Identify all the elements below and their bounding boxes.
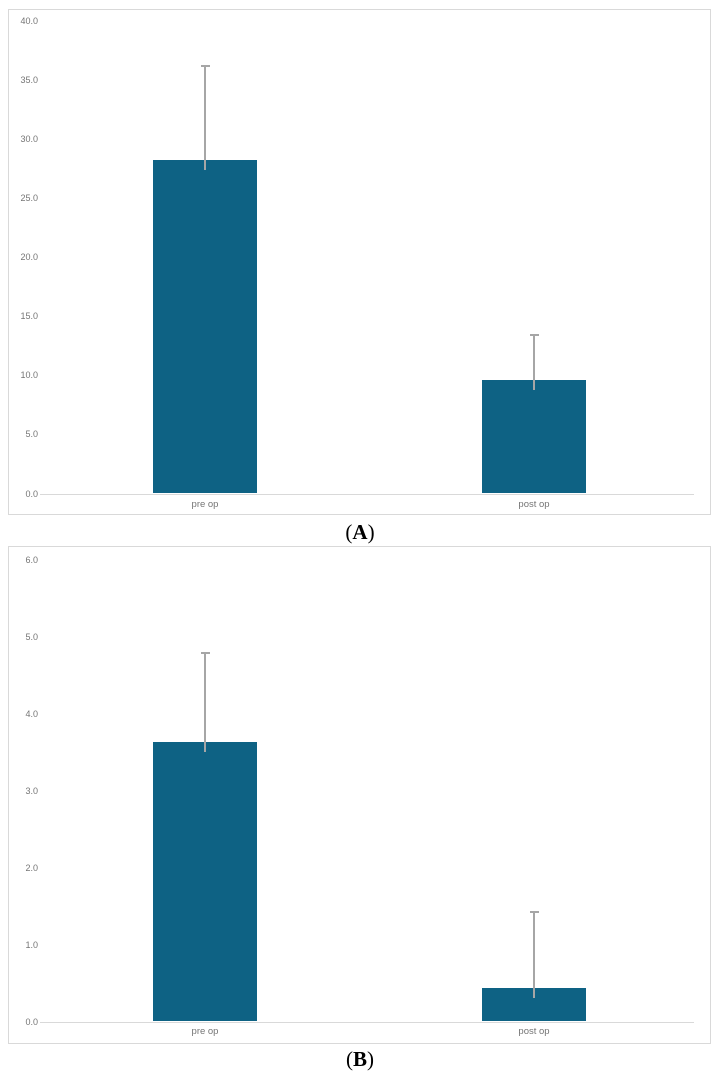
y-axis-tick-label: 3.0 bbox=[25, 785, 38, 796]
bar-pre-op bbox=[153, 742, 257, 1022]
x-axis-category-label-pre-op: pre op bbox=[191, 499, 219, 510]
y-axis-tick-label: 25.0 bbox=[20, 193, 38, 204]
y-axis-tick-label: 15.0 bbox=[20, 311, 38, 322]
caption-a-close-paren: ) bbox=[367, 520, 375, 544]
caption-a-letter: A bbox=[352, 520, 368, 544]
error-bar-post-op bbox=[533, 334, 535, 391]
chart-b-panel: 0.0 1.0 2.0 3.0 4.0 5.0 6.0 pre op post op bbox=[8, 546, 711, 1044]
error-bar-pre-op bbox=[204, 652, 206, 753]
figure-a-caption: (A) bbox=[0, 519, 720, 545]
y-axis-tick-label: 30.0 bbox=[20, 134, 38, 145]
bar-pre-op bbox=[153, 160, 257, 494]
y-axis-tick-label: 5.0 bbox=[25, 631, 38, 642]
caption-b-open-paren: ( bbox=[345, 1047, 353, 1071]
caption-a-open-paren: ( bbox=[345, 520, 353, 544]
y-axis-tick-label: 35.0 bbox=[20, 75, 38, 86]
x-axis-category-label-post-op: post op bbox=[518, 499, 550, 510]
y-axis-tick-label: 40.0 bbox=[20, 16, 38, 26]
x-axis-line bbox=[40, 493, 694, 495]
error-bar-pre-op bbox=[204, 64, 206, 171]
bar-post-op bbox=[482, 380, 586, 494]
y-axis-tick-label: 1.0 bbox=[25, 939, 38, 950]
y-axis-tick-label: 5.0 bbox=[25, 429, 38, 440]
y-axis-tick-label: 2.0 bbox=[25, 862, 38, 873]
y-axis-tick-label: 4.0 bbox=[25, 708, 38, 719]
y-axis-tick-label: 6.0 bbox=[25, 555, 38, 565]
error-bar-post-op bbox=[533, 910, 535, 999]
error-bar-cap-pre-op bbox=[200, 652, 210, 655]
y-axis-tick-label: 10.0 bbox=[20, 370, 38, 381]
figure-b-caption: (B) bbox=[0, 1046, 720, 1072]
x-axis-category-label-pre-op: pre op bbox=[191, 1026, 219, 1037]
x-axis-line bbox=[40, 1021, 694, 1023]
chart-a-panel: 0.0 5.0 10.0 15.0 20.0 25.0 30.0 35.0 40.0 pre op… bbox=[8, 9, 711, 515]
y-axis-tick-label: 0.0 bbox=[25, 488, 38, 499]
error-bar-cap-post-op bbox=[529, 910, 539, 913]
error-bar-cap-post-op bbox=[529, 334, 539, 337]
error-bar-cap-pre-op bbox=[200, 64, 210, 67]
x-axis-category-label-post-op: post op bbox=[518, 1026, 550, 1037]
y-axis-tick-label: 20.0 bbox=[20, 252, 38, 263]
caption-b-letter: B bbox=[352, 1047, 367, 1071]
y-axis-tick-label: 0.0 bbox=[25, 1016, 38, 1027]
caption-b-close-paren: ) bbox=[367, 1047, 374, 1071]
